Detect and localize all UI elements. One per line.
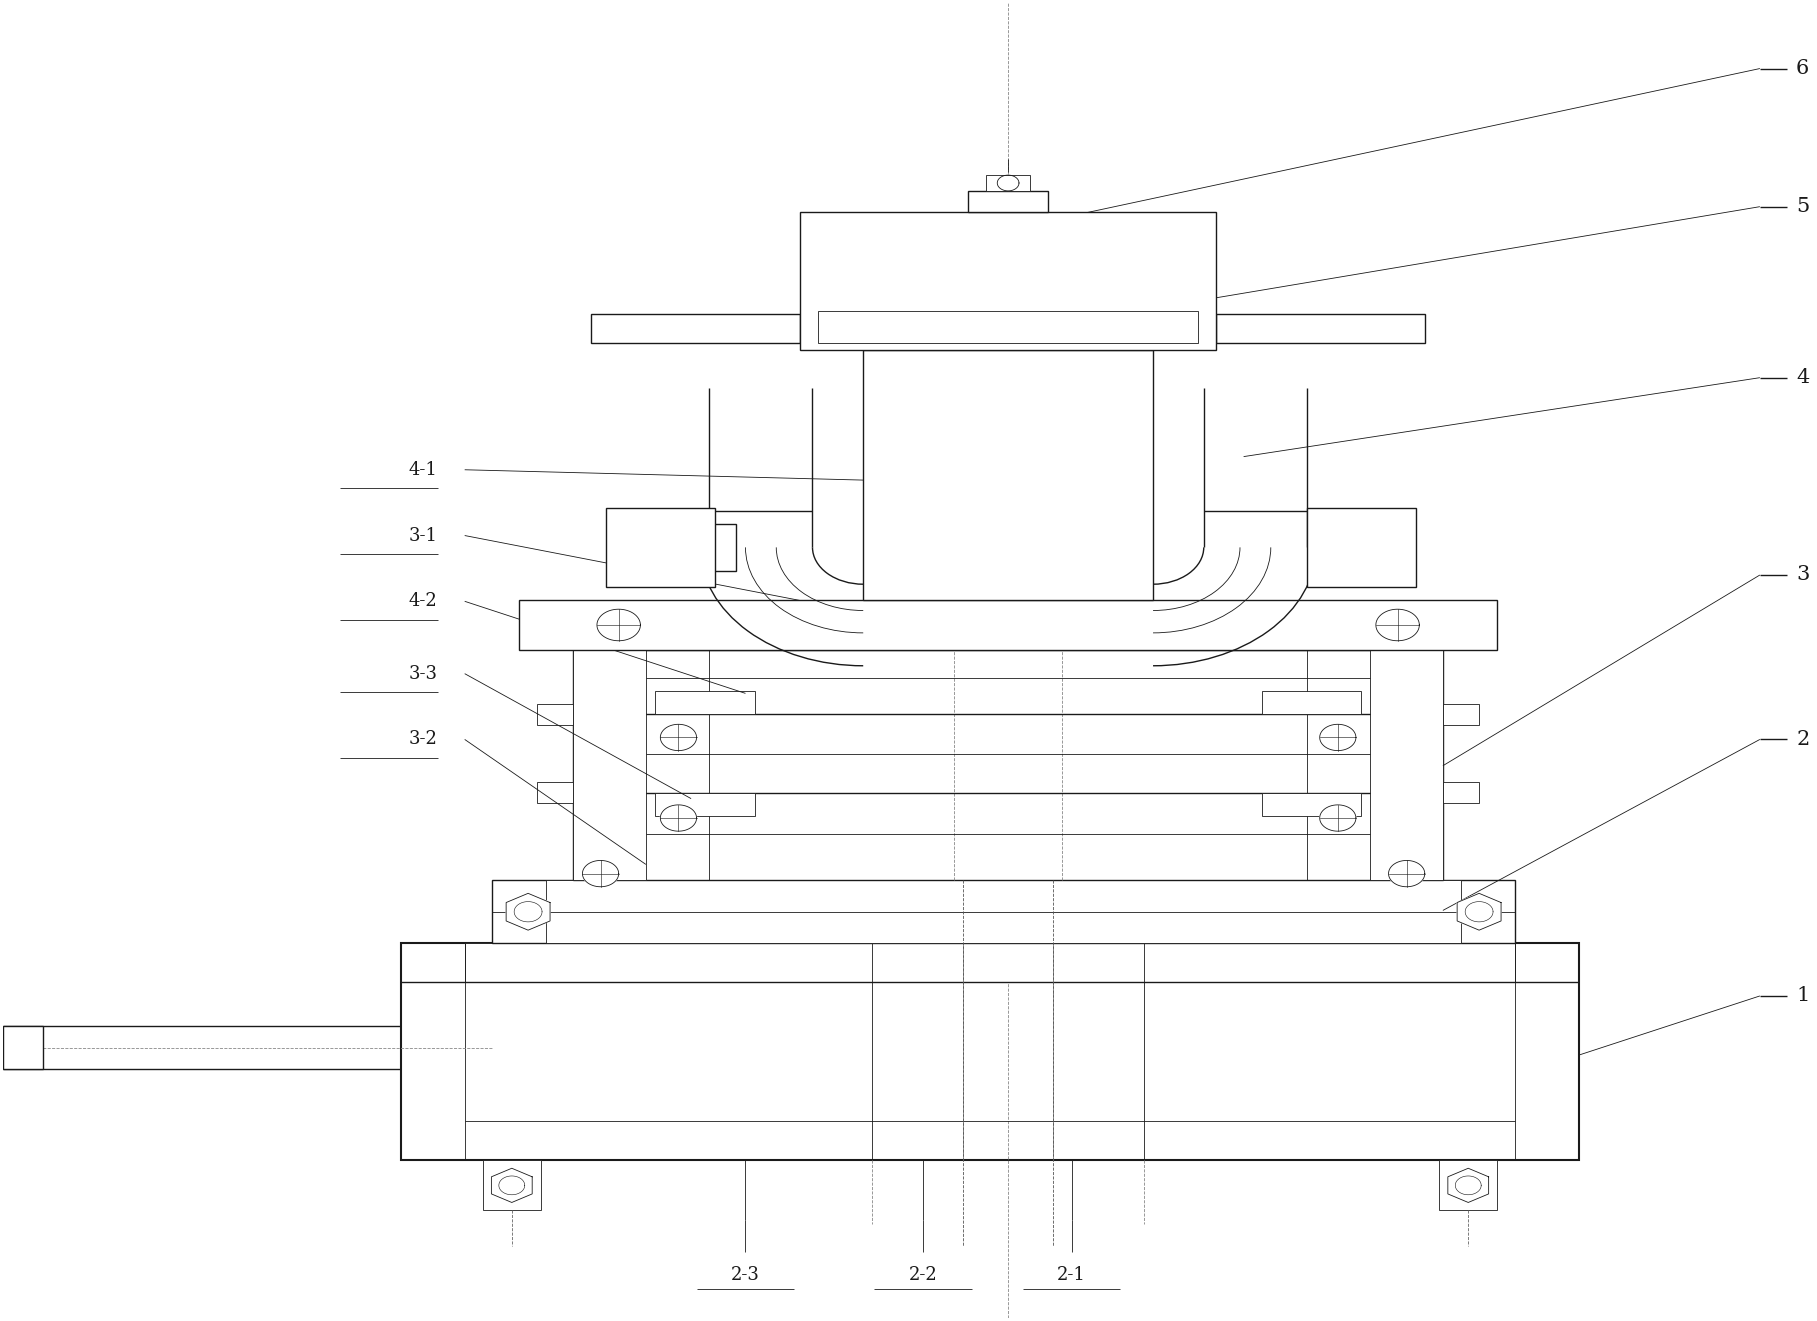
Bar <box>538 782 574 803</box>
Text: 2: 2 <box>1797 731 1810 749</box>
Text: 1: 1 <box>1797 987 1810 1005</box>
Bar <box>574 650 1443 880</box>
Bar <box>402 943 1579 1160</box>
Bar <box>538 704 574 725</box>
Bar <box>1439 1160 1497 1210</box>
Text: 6: 6 <box>1797 59 1810 78</box>
Polygon shape <box>660 804 696 831</box>
Bar <box>1216 314 1425 343</box>
Bar <box>654 793 754 816</box>
Bar <box>1306 507 1415 587</box>
Bar <box>818 310 1199 343</box>
Bar <box>1261 691 1361 715</box>
Bar <box>799 211 1216 350</box>
Polygon shape <box>1319 804 1355 831</box>
Bar <box>1261 793 1361 816</box>
Text: 4: 4 <box>1797 369 1810 387</box>
Bar <box>592 314 799 343</box>
Bar <box>4 1026 42 1069</box>
Bar <box>574 650 645 880</box>
Text: 3-3: 3-3 <box>409 664 438 683</box>
Bar <box>968 192 1048 211</box>
Bar <box>465 943 1515 983</box>
Text: 3: 3 <box>1797 565 1810 584</box>
Bar <box>627 523 736 571</box>
Bar <box>863 350 1154 600</box>
Polygon shape <box>1457 893 1501 930</box>
Polygon shape <box>1375 609 1419 641</box>
Text: 4-2: 4-2 <box>409 592 438 610</box>
Polygon shape <box>1319 724 1355 750</box>
Polygon shape <box>1388 860 1425 886</box>
Bar <box>483 1160 541 1210</box>
Polygon shape <box>583 860 618 886</box>
Polygon shape <box>507 893 551 930</box>
Polygon shape <box>1448 1168 1488 1202</box>
Bar <box>547 880 1461 943</box>
Polygon shape <box>598 609 640 641</box>
Bar <box>1370 650 1443 880</box>
Text: 2-1: 2-1 <box>1057 1266 1087 1284</box>
Bar <box>1443 704 1479 725</box>
Text: 2-2: 2-2 <box>908 1266 938 1284</box>
Bar <box>987 176 1030 192</box>
Text: 3-1: 3-1 <box>409 527 438 544</box>
Bar <box>1443 782 1479 803</box>
Polygon shape <box>660 724 696 750</box>
Text: 2-3: 2-3 <box>730 1266 760 1284</box>
Bar <box>654 691 754 715</box>
Text: 5: 5 <box>1797 197 1810 217</box>
Text: 4-1: 4-1 <box>409 461 438 478</box>
Bar <box>492 880 1515 943</box>
Text: 3-2: 3-2 <box>409 731 438 749</box>
Bar <box>520 600 1497 650</box>
Bar <box>607 507 714 587</box>
Polygon shape <box>491 1168 532 1202</box>
